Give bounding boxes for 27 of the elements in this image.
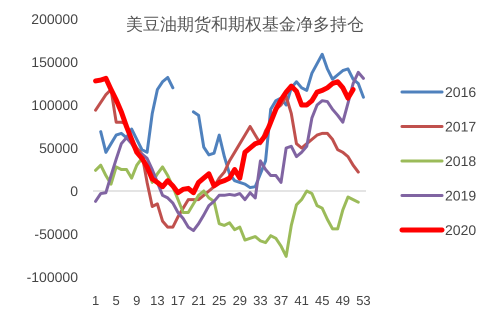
x-tick-label: 37 (274, 293, 288, 308)
x-tick-label: 5 (112, 293, 120, 308)
x-tick-label: 25 (212, 293, 226, 308)
y-tick-label: -100000 (26, 269, 78, 285)
legend-label: 2020 (445, 222, 476, 238)
y-tick-label: 200000 (31, 11, 78, 27)
x-tick-label: 1 (92, 293, 100, 308)
x-tick-label: 49 (336, 293, 350, 308)
x-tick-label: 9 (133, 293, 140, 308)
y-tick-label: 100000 (31, 97, 78, 113)
y-tick-label: 50000 (39, 140, 78, 156)
chart-title: 美豆油期货和期权基金净多持仓 (126, 15, 364, 34)
y-tick-label: 150000 (31, 54, 78, 70)
legend-label: 2018 (445, 153, 476, 169)
x-tick-label: 41 (294, 293, 309, 308)
x-tick-label: 13 (150, 293, 165, 308)
legend-label: 2016 (445, 84, 476, 100)
legend-label: 2017 (445, 118, 476, 134)
y-tick-label: -50000 (34, 226, 78, 242)
x-tick-label: 53 (356, 293, 371, 308)
x-tick-label: 29 (232, 293, 248, 308)
x-tick-label: 21 (191, 293, 206, 308)
legend-label: 2019 (445, 188, 476, 204)
x-tick-label: 33 (253, 293, 268, 308)
y-tick-label: 0 (70, 183, 78, 199)
x-tick-label: 17 (170, 293, 186, 308)
x-tick-label: 45 (314, 293, 330, 308)
